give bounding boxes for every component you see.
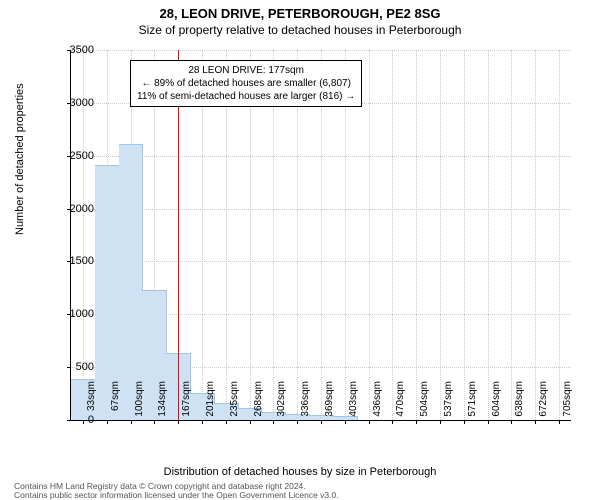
annotation-line1: 28 LEON DRIVE: 177sqm bbox=[137, 64, 355, 77]
gridline-v bbox=[464, 50, 465, 420]
gridline-v bbox=[535, 50, 536, 420]
xtick-label: 336sqm bbox=[300, 381, 311, 426]
ytick-label: 2500 bbox=[44, 150, 94, 162]
gridline-v bbox=[369, 50, 370, 420]
y-axis-label: Number of detached properties bbox=[14, 83, 26, 235]
xtick-label: 201sqm bbox=[205, 381, 216, 426]
annotation-box: 28 LEON DRIVE: 177sqm ← 89% of detached … bbox=[130, 60, 362, 107]
xtick-label: 604sqm bbox=[491, 381, 502, 426]
xtick-label: 235sqm bbox=[229, 381, 240, 426]
xtick-label: 672sqm bbox=[538, 381, 549, 426]
xtick-mark bbox=[416, 420, 417, 424]
ytick-label: 3500 bbox=[44, 44, 94, 56]
ytick-label: 2000 bbox=[44, 203, 94, 215]
ytick-label: 0 bbox=[44, 414, 94, 426]
xtick-mark bbox=[488, 420, 489, 424]
xtick-label: 537sqm bbox=[443, 381, 454, 426]
footer-line2: Contains public sector information licen… bbox=[14, 491, 339, 500]
annotation-line2: ← 89% of detached houses are smaller (6,… bbox=[137, 77, 355, 90]
xtick-mark bbox=[202, 420, 203, 424]
footer-attribution: Contains HM Land Registry data © Crown c… bbox=[14, 482, 339, 500]
xtick-label: 134sqm bbox=[157, 381, 168, 426]
xtick-mark bbox=[131, 420, 132, 424]
ytick-label: 1500 bbox=[44, 255, 94, 267]
ytick-label: 500 bbox=[44, 361, 94, 373]
ytick-label: 1000 bbox=[44, 308, 94, 320]
page-subtitle: Size of property relative to detached ho… bbox=[0, 21, 600, 37]
xtick-mark bbox=[154, 420, 155, 424]
xtick-mark bbox=[392, 420, 393, 424]
xtick-label: 504sqm bbox=[419, 381, 430, 426]
xtick-label: 705sqm bbox=[562, 381, 573, 426]
xtick-label: 638sqm bbox=[514, 381, 525, 426]
xtick-mark bbox=[440, 420, 441, 424]
histogram-bar bbox=[119, 144, 144, 420]
xtick-mark bbox=[297, 420, 298, 424]
xtick-mark bbox=[535, 420, 536, 424]
xtick-label: 167sqm bbox=[181, 381, 192, 426]
xtick-label: 470sqm bbox=[395, 381, 406, 426]
gridline-v bbox=[392, 50, 393, 420]
xtick-mark bbox=[273, 420, 274, 424]
gridline-v bbox=[511, 50, 512, 420]
ytick-label: 3000 bbox=[44, 97, 94, 109]
xtick-label: 436sqm bbox=[372, 381, 383, 426]
xtick-mark bbox=[345, 420, 346, 424]
chart-container: 28, LEON DRIVE, PETERBOROUGH, PE2 8SG Si… bbox=[0, 0, 600, 500]
xtick-label: 403sqm bbox=[348, 381, 359, 426]
page-title: 28, LEON DRIVE, PETERBOROUGH, PE2 8SG bbox=[0, 0, 600, 21]
gridline-v bbox=[559, 50, 560, 420]
xtick-mark bbox=[107, 420, 108, 424]
xtick-label: 302sqm bbox=[276, 381, 287, 426]
xtick-mark bbox=[559, 420, 560, 424]
xtick-mark bbox=[321, 420, 322, 424]
xtick-label: 369sqm bbox=[324, 381, 335, 426]
xtick-mark bbox=[226, 420, 227, 424]
xtick-mark bbox=[250, 420, 251, 424]
xtick-mark bbox=[511, 420, 512, 424]
gridline-v bbox=[416, 50, 417, 420]
xtick-label: 571sqm bbox=[467, 381, 478, 426]
gridline-v bbox=[488, 50, 489, 420]
xtick-mark bbox=[464, 420, 465, 424]
xtick-mark bbox=[369, 420, 370, 424]
annotation-line3: 11% of semi-detached houses are larger (… bbox=[137, 90, 355, 103]
gridline-v bbox=[440, 50, 441, 420]
chart-area: 28 LEON DRIVE: 177sqm ← 89% of detached … bbox=[70, 50, 570, 420]
xtick-label: 67sqm bbox=[110, 381, 121, 426]
xtick-mark bbox=[178, 420, 179, 424]
xtick-label: 100sqm bbox=[134, 381, 145, 426]
x-axis-label: Distribution of detached houses by size … bbox=[0, 466, 600, 478]
xtick-label: 268sqm bbox=[253, 381, 264, 426]
